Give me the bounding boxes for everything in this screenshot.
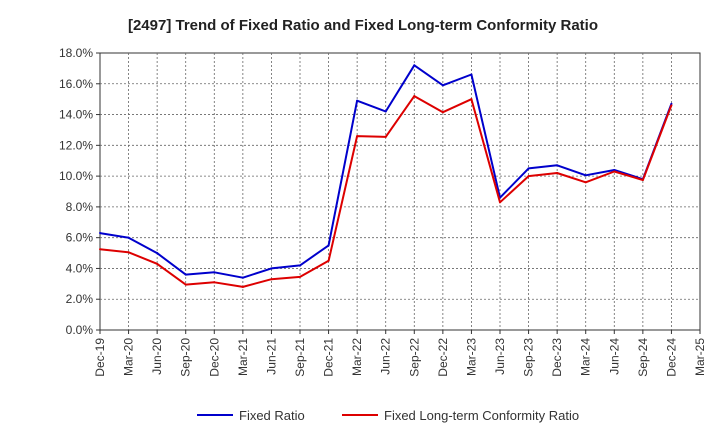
data-point [384,110,387,113]
data-point [99,248,101,251]
x-tick-label: Mar-22 [350,338,364,376]
data-point [127,251,130,254]
x-tick-label: Sep-20 [179,338,193,377]
x-tick-label: Dec-20 [207,338,221,377]
x-tick-label: Mar-25 [693,338,707,376]
data-point [613,168,616,171]
x-tick-label: Jun-20 [150,338,164,375]
data-point [613,170,616,173]
data-point [270,267,273,270]
data-point [213,281,216,284]
x-tick-label: Jun-22 [379,338,393,375]
data-point [384,135,387,138]
data-point [499,201,501,204]
data-point [327,244,330,247]
y-tick-label: 8.0% [66,200,94,214]
data-point [184,273,187,276]
legend: Fixed Ratio Fixed Long-term Conformity Ra… [197,408,579,423]
y-tick-label: 12.0% [59,138,93,152]
y-tick-label: 6.0% [66,231,94,245]
x-tick-label: Sep-23 [522,338,536,377]
data-point [556,164,559,167]
data-point [441,111,444,114]
data-point [156,252,159,255]
chart-title: [2497] Trend of Fixed Ratio and Fixed Lo… [128,17,598,34]
data-point [156,262,159,265]
x-tick-label: Dec-21 [322,338,336,377]
x-tick-label: Sep-24 [636,338,650,377]
x-tick-label: Mar-20 [122,338,136,376]
plot-frame [99,52,701,331]
data-point [213,271,216,274]
data-point [470,98,473,101]
x-tick-label: Sep-21 [293,338,307,377]
x-tick-label: Mar-23 [464,338,478,376]
data-point [99,232,101,235]
data-point [327,259,330,262]
x-tick-label: Dec-19 [93,338,107,377]
x-tick-label: Dec-23 [550,338,564,377]
y-tick-label: 2.0% [66,292,94,306]
data-point [584,181,587,184]
grid [99,52,701,331]
x-tick-label: Jun-21 [264,338,278,375]
axes: 0.0% 2.0% 4.0% 6.0% 8.0% 10.0% 12.0% 14.0% 16.0%… [59,46,707,377]
data-point [299,264,301,267]
data-point [241,276,244,279]
legend-label-2: Fixed Long-term Conformity Ratio [384,408,579,423]
y-tick-label: 4.0% [66,261,94,275]
x-tick-label: Mar-21 [236,338,250,376]
x-tick-label: Dec-24 [664,338,678,377]
data-point [413,64,416,67]
data-point [299,275,301,278]
data-point [241,285,244,288]
data-point [356,135,359,138]
data-point [670,104,673,107]
data-point [441,84,444,87]
x-tick-label: Mar-24 [579,338,593,376]
x-tick-label: Jun-23 [493,338,507,375]
data-point [527,175,530,178]
y-tick-label: 0.0% [66,323,94,337]
y-tick-label: 10.0% [59,169,93,183]
data-point [670,102,673,105]
data-point [270,278,273,281]
y-tick-label: 14.0% [59,108,93,122]
x-tick-label: Dec-22 [436,338,450,377]
y-tick-label: 16.0% [59,77,93,91]
data-point [556,172,559,175]
data-point [356,99,359,102]
y-tick-label: 18.0% [59,46,93,60]
x-tick-label: Sep-22 [407,338,421,377]
x-tick-label: Jun-24 [607,338,621,375]
data-point [413,95,416,98]
data-point [470,73,473,76]
data-point [184,283,187,286]
data-point [584,174,587,177]
data-point [641,178,644,181]
data-point [527,167,530,170]
series [99,64,673,288]
legend-label-1: Fixed Ratio [239,408,305,423]
data-point [127,236,130,239]
